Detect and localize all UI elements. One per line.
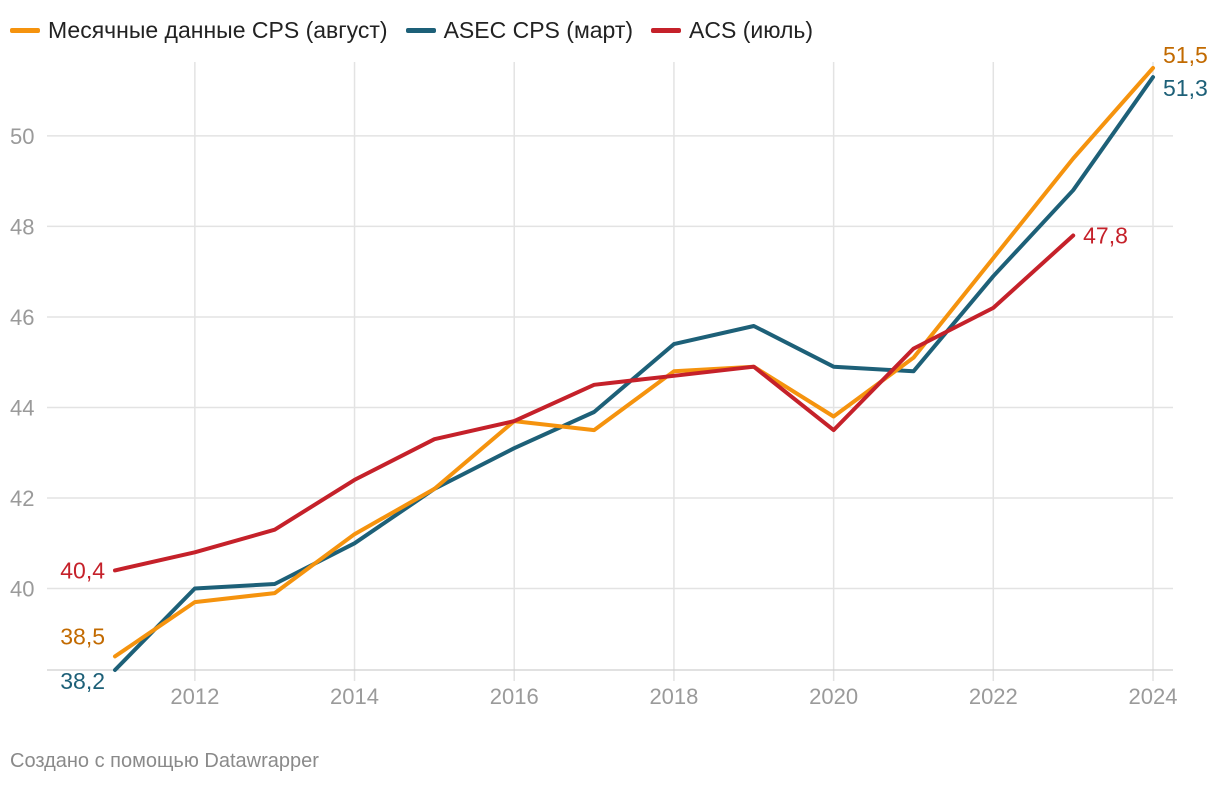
legend-label: ACS (июль) [689, 16, 814, 43]
x-tick-label: 2020 [809, 684, 858, 709]
value-label: 40,4 [60, 557, 105, 583]
value-label: 51,3 [1163, 75, 1208, 101]
value-label: 51,5 [1163, 42, 1208, 68]
series-lines [113, 66, 1155, 672]
x-tick-label: 2022 [969, 684, 1018, 709]
x-tick-label: 2024 [1129, 684, 1178, 709]
y-axis-tick-labels: 40 42 44 46 48 50 [10, 124, 34, 602]
legend-swatch [405, 27, 436, 33]
value-label: 38,5 [60, 623, 105, 649]
legend-item: ASEC CPS (март) [405, 16, 634, 44]
y-tick-label: 42 [10, 486, 34, 511]
y-tick-label: 46 [10, 305, 34, 330]
footer-credit: Создано с помощью Datawrapper [10, 750, 319, 772]
legend-item: Месячные данные CPS (август) [10, 17, 388, 44]
horizontal-gridlines [47, 135, 1173, 671]
y-tick-label: 48 [10, 214, 34, 239]
x-tick-label: 2016 [490, 684, 539, 709]
x-tick-label: 2012 [170, 684, 219, 709]
series-value-labels: 38,5 51,5 38,2 51,3 40,4 47,8 [60, 42, 1208, 694]
line-chart: 2012 2014 2016 2018 2020 2022 2024 40 42 44 46 48 5… [10, 42, 1208, 709]
chart-legend: Месячные данные CPS (август) ASEC CPS (ма… [10, 14, 831, 46]
x-tick-label: 2018 [649, 684, 698, 709]
series-line [113, 75, 1155, 672]
value-label: 47,8 [1083, 222, 1128, 248]
series-line [113, 66, 1155, 659]
legend-label: ASEC CPS (март) [443, 16, 634, 43]
legend-label: Месячные данные CPS (август) [48, 16, 388, 43]
series-line [113, 233, 1076, 573]
legend-item: ACS (июль) [651, 17, 813, 44]
y-tick-label: 50 [10, 124, 34, 149]
y-tick-label: 44 [10, 395, 34, 420]
legend-swatch [651, 27, 682, 33]
x-axis-tick-labels: 2012 2014 2016 2018 2020 2022 2024 [170, 684, 1177, 709]
value-label: 38,2 [60, 668, 105, 694]
legend-swatch [10, 27, 40, 33]
x-tick-label: 2014 [330, 684, 379, 709]
y-tick-label: 40 [10, 577, 34, 602]
